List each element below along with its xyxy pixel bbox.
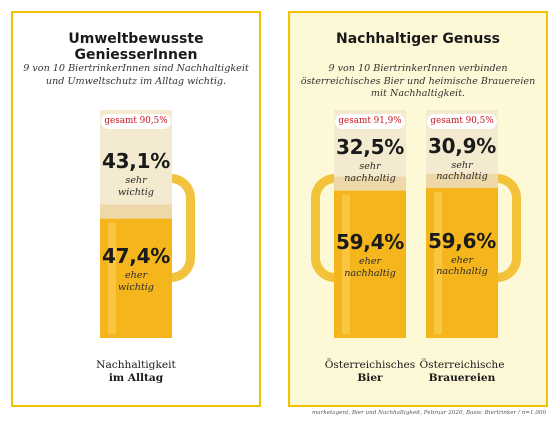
segment-label-line: nachhaltig: [436, 266, 488, 278]
beer-mug-chart-austrian-beer: gesamt 91,9% 32,5% sehr nachhaltig 59,4%…: [311, 110, 430, 338]
segment-label-line: wichtig: [118, 186, 154, 198]
beer-mug-chart-austrian-breweries: gesamt 90,5% 30,9% sehr nachhaltig 59,6%…: [426, 110, 522, 338]
foam-gradient-edge: [334, 176, 406, 191]
segment-label-line: nachhaltig: [344, 267, 396, 279]
beer-glass-svg: [100, 110, 172, 338]
panel-title: Umweltbewusste GeniesserInnen: [68, 31, 204, 63]
total-badge: gesamt 90,5%: [101, 114, 171, 129]
panel-subtitle: 9 von 10 BiertrinkerInnen sind Nachhalti…: [23, 63, 249, 87]
segment-label-very: sehr nachhaltig: [422, 160, 502, 183]
segment-label-line: eher: [450, 254, 474, 266]
category-label-line: Brauereien: [428, 372, 496, 384]
mug-handle-icon: [311, 174, 343, 282]
beer-mug-chart-everyday: gesamt 90,5% 43,1% sehr wichtig 47,4% eh…: [100, 110, 196, 338]
beer-glass-bar: gesamt 91,9%: [334, 110, 406, 338]
mug-handle-icon: [163, 174, 195, 282]
panel-subtitle: 9 von 10 BiertrinkerInnen verbinden öste…: [300, 63, 536, 99]
category-label-austrian-beer: Österreichisches Bier: [315, 359, 425, 385]
value-label-rather: 47,4%: [102, 244, 170, 269]
category-label-line: Nachhaltigkeit: [96, 359, 176, 371]
total-badge: gesamt 91,9%: [335, 114, 405, 129]
value-label-very: 32,5%: [336, 135, 404, 160]
category-label-line: im Alltag: [108, 372, 164, 384]
segment-label-line: sehr: [451, 159, 473, 171]
segment-label-very: sehr wichtig: [96, 175, 176, 198]
segment-label-rather: eher nachhaltig: [422, 255, 502, 278]
mug-handle-icon: [489, 174, 521, 282]
category-label-line: Bier: [357, 372, 383, 384]
category-label-everyday: Nachhaltigkeit im Alltag: [81, 359, 191, 385]
beer-shine: [434, 191, 442, 334]
panel-title: Nachhaltiger Genuss: [335, 31, 500, 47]
segment-label-line: sehr: [359, 161, 381, 173]
value-label-rather: 59,4%: [336, 230, 404, 255]
segment-label-line: wichtig: [118, 281, 154, 293]
segment-label-rather: eher wichtig: [96, 270, 176, 293]
value-label-very: 43,1%: [102, 149, 170, 174]
total-badge: gesamt 90,5%: [427, 114, 497, 129]
segment-label-rather: eher nachhaltig: [330, 256, 410, 279]
category-label-austrian-breweries: Österreichische Brauereien: [407, 359, 517, 385]
beer-shine: [342, 194, 350, 334]
source-note: marketagent, Bier und Nachhaltigkeit, Fe…: [312, 410, 546, 416]
category-label-line: Österreichische: [419, 359, 505, 371]
segment-label-very: sehr nachhaltig: [330, 161, 410, 184]
value-label-very: 30,9%: [428, 133, 496, 158]
segment-label-line: eher: [358, 256, 382, 268]
panel-sustainable-enjoyment: Nachhaltiger Genuss 9 von 10 Biertrinker…: [288, 11, 548, 407]
beer-glass-bar: gesamt 90,5%: [100, 110, 172, 338]
segment-label-line: nachhaltig: [344, 172, 396, 184]
foam-gradient-edge: [426, 173, 498, 188]
foam-gradient-edge: [100, 204, 172, 219]
beer-glass-bar: gesamt 90,5%: [426, 110, 498, 338]
segment-label-line: nachhaltig: [436, 171, 488, 183]
beer-shine: [108, 222, 116, 334]
beer-glass-svg: [426, 110, 498, 338]
segment-label-line: eher: [124, 270, 148, 282]
segment-label-line: sehr: [125, 175, 147, 187]
category-label-line: Österreichisches: [324, 359, 416, 371]
value-label-rather: 59,6%: [428, 228, 496, 253]
